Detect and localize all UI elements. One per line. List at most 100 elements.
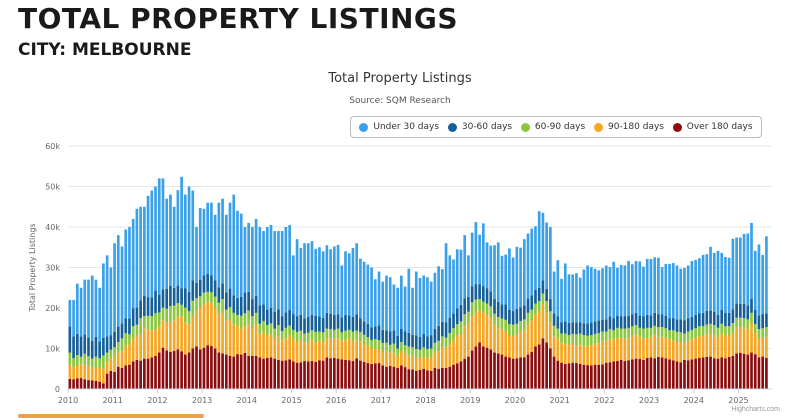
bar-segment [586, 323, 589, 336]
bar-segment [727, 257, 731, 313]
legend-item-60-90-days[interactable]: 60-90 days [520, 122, 585, 132]
bar-segment [537, 344, 541, 389]
bar-segment [586, 265, 589, 324]
bar-segment [712, 358, 716, 389]
bar-segment [668, 339, 671, 360]
bar-segment [560, 362, 563, 389]
bar-segment [217, 314, 221, 353]
bar-segment [232, 194, 236, 296]
bar-segment [470, 232, 474, 287]
bar-segment [221, 198, 224, 284]
bar-segment [739, 237, 742, 304]
bar-segment [258, 323, 262, 335]
bar-segment [675, 319, 679, 332]
bar-segment [400, 342, 403, 351]
bar-segment [176, 303, 180, 317]
bar-segment [332, 246, 336, 315]
bar-segment [627, 337, 630, 361]
bar-segment [563, 321, 567, 334]
bar-segment [362, 361, 366, 389]
bar-segment [731, 309, 735, 323]
bar-segment [668, 263, 671, 319]
bar-segment [120, 323, 124, 339]
bar-segment [344, 314, 347, 331]
bar-segment [288, 325, 291, 336]
bar-segment [154, 313, 157, 331]
bar-segment [608, 316, 612, 330]
bar-segment [455, 324, 459, 336]
legend-item-under-30-days[interactable]: Under 30 days [359, 122, 439, 132]
bar-segment [593, 364, 597, 389]
bar-segment [742, 318, 746, 329]
bar-segment [292, 338, 295, 362]
bar-segment [414, 370, 418, 389]
legend-item-over-180-days[interactable]: Over 180 days [672, 122, 753, 132]
bar-segment [590, 267, 593, 323]
bar-segment [616, 315, 619, 328]
bar-segment [504, 304, 508, 320]
bar-segment [575, 345, 578, 364]
bar-segment [269, 323, 273, 335]
bar-segment [105, 352, 109, 363]
bar-segment [385, 330, 388, 343]
bar-segment [273, 231, 277, 313]
bar-segment [724, 312, 727, 327]
bar-segment [597, 270, 601, 321]
bar-segment [630, 264, 634, 315]
bar-segment [206, 273, 210, 292]
bar-segment [351, 316, 355, 332]
bar-segment [143, 295, 146, 317]
bar-segment [262, 320, 265, 333]
bar-segment [239, 328, 243, 355]
legend-item-30-60-days[interactable]: 30-60 days [447, 122, 512, 132]
bar-segment [683, 342, 686, 360]
bar-segment [366, 323, 370, 338]
bar-segment [392, 352, 396, 367]
bar-segment [362, 321, 366, 335]
bar-segment [336, 244, 340, 315]
bar-segment [161, 178, 165, 290]
bar-segment [508, 357, 511, 389]
bar-segment [262, 332, 265, 359]
bar-segment [534, 314, 537, 347]
bar-segment [228, 288, 232, 308]
bar-segment [485, 315, 489, 348]
bar-segment [601, 341, 604, 365]
bar-segment [660, 357, 664, 389]
bar-segment [496, 301, 500, 317]
bar-segment [441, 367, 444, 389]
bar-segment [373, 363, 377, 389]
bar-segment [131, 218, 135, 309]
bar-segment [530, 351, 534, 389]
bar-segment [180, 316, 183, 352]
bar-segment [478, 342, 481, 389]
bar-segment [344, 340, 347, 360]
bar-segment [251, 328, 254, 356]
bar-segment [295, 362, 299, 389]
bar-segment [481, 223, 485, 287]
bar-segment [72, 379, 75, 389]
bar-segment [109, 357, 113, 371]
bar-segment [441, 336, 444, 347]
bar-segment [604, 331, 608, 341]
bar-segment [593, 343, 597, 365]
bar-segment [87, 366, 90, 381]
bar-segment [727, 357, 731, 389]
bar-segment [660, 336, 664, 358]
bar-segment [72, 299, 75, 337]
bar-segment [258, 357, 262, 389]
bar-segment [470, 302, 474, 317]
legend-label-over-180-days: Over 180 days [686, 122, 753, 132]
bar-segment [534, 226, 537, 290]
bar-segment [657, 337, 660, 358]
bar-segment [496, 242, 500, 302]
highcharts-credit[interactable]: Highcharts.com [731, 406, 780, 413]
bar-segment [720, 252, 724, 311]
bar-segment [258, 334, 262, 358]
legend-item-90-180-days[interactable]: 90-180 days [593, 122, 664, 132]
bar-segment [441, 346, 444, 368]
bar-segment [198, 296, 202, 308]
bar-segment [582, 335, 586, 347]
bar-segment [698, 336, 701, 358]
bar-segment [578, 277, 582, 323]
